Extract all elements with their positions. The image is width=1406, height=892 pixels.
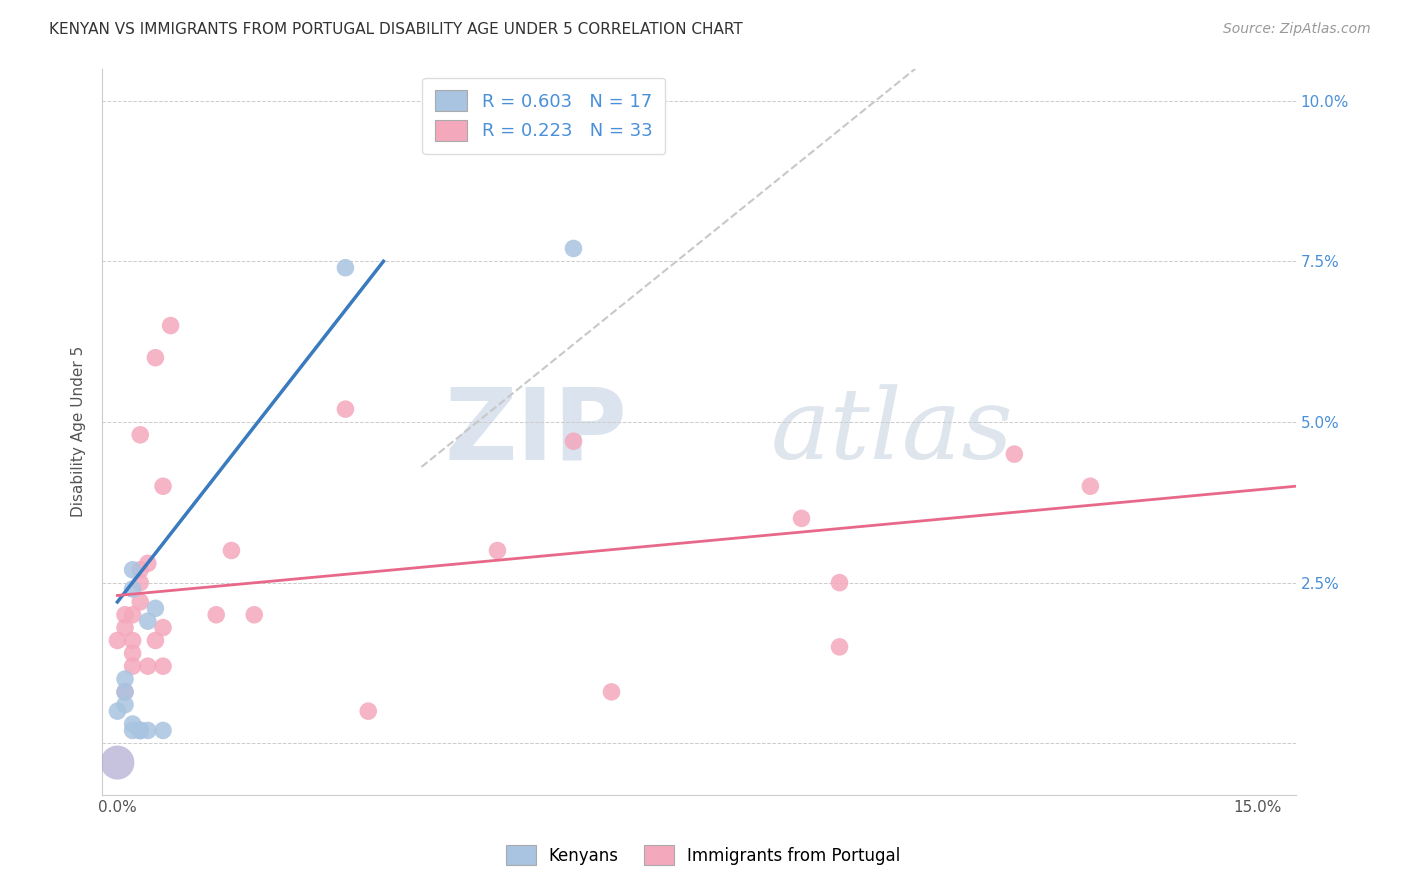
Point xyxy=(243,607,266,622)
Point xyxy=(790,511,813,525)
Point xyxy=(136,614,159,628)
Point xyxy=(121,717,143,731)
Point xyxy=(121,563,143,577)
Point xyxy=(114,685,136,699)
Point xyxy=(562,434,585,449)
Point xyxy=(114,685,136,699)
Point xyxy=(129,563,152,577)
Point xyxy=(129,723,152,738)
Point xyxy=(129,575,152,590)
Point xyxy=(335,402,357,417)
Point xyxy=(145,601,167,615)
Point xyxy=(600,685,623,699)
Point xyxy=(114,607,136,622)
Point xyxy=(121,646,143,660)
Point xyxy=(357,704,380,718)
Point xyxy=(159,318,181,333)
Point xyxy=(221,543,243,558)
Point xyxy=(486,543,509,558)
Point xyxy=(121,723,143,738)
Text: Source: ZipAtlas.com: Source: ZipAtlas.com xyxy=(1223,22,1371,37)
Text: atlas: atlas xyxy=(770,384,1014,479)
Point xyxy=(152,659,174,673)
Text: ZIP: ZIP xyxy=(444,383,627,480)
Point xyxy=(114,672,136,686)
Point xyxy=(145,633,167,648)
Legend: R = 0.603   N = 17, R = 0.223   N = 33: R = 0.603 N = 17, R = 0.223 N = 33 xyxy=(422,78,665,153)
Point xyxy=(114,698,136,712)
Point xyxy=(121,607,143,622)
Y-axis label: Disability Age Under 5: Disability Age Under 5 xyxy=(72,346,86,517)
Legend: Kenyans, Immigrants from Portugal: Kenyans, Immigrants from Portugal xyxy=(495,836,911,875)
Point xyxy=(152,479,174,493)
Point xyxy=(1002,447,1025,461)
Point xyxy=(129,723,152,738)
Point xyxy=(129,723,152,738)
Point xyxy=(107,633,129,648)
Point xyxy=(1080,479,1102,493)
Point xyxy=(145,351,167,365)
Point xyxy=(107,704,129,718)
Point xyxy=(335,260,357,275)
Point xyxy=(136,557,159,571)
Text: KENYAN VS IMMIGRANTS FROM PORTUGAL DISABILITY AGE UNDER 5 CORRELATION CHART: KENYAN VS IMMIGRANTS FROM PORTUGAL DISAB… xyxy=(49,22,742,37)
Point xyxy=(121,582,143,596)
Point xyxy=(562,242,585,256)
Point xyxy=(136,723,159,738)
Point xyxy=(121,659,143,673)
Point xyxy=(107,756,129,770)
Point xyxy=(152,723,174,738)
Point xyxy=(828,575,851,590)
Point xyxy=(121,633,143,648)
Point xyxy=(152,621,174,635)
Point xyxy=(129,595,152,609)
Point xyxy=(828,640,851,654)
Point xyxy=(136,659,159,673)
Point xyxy=(114,621,136,635)
Point xyxy=(205,607,228,622)
Point xyxy=(129,427,152,442)
